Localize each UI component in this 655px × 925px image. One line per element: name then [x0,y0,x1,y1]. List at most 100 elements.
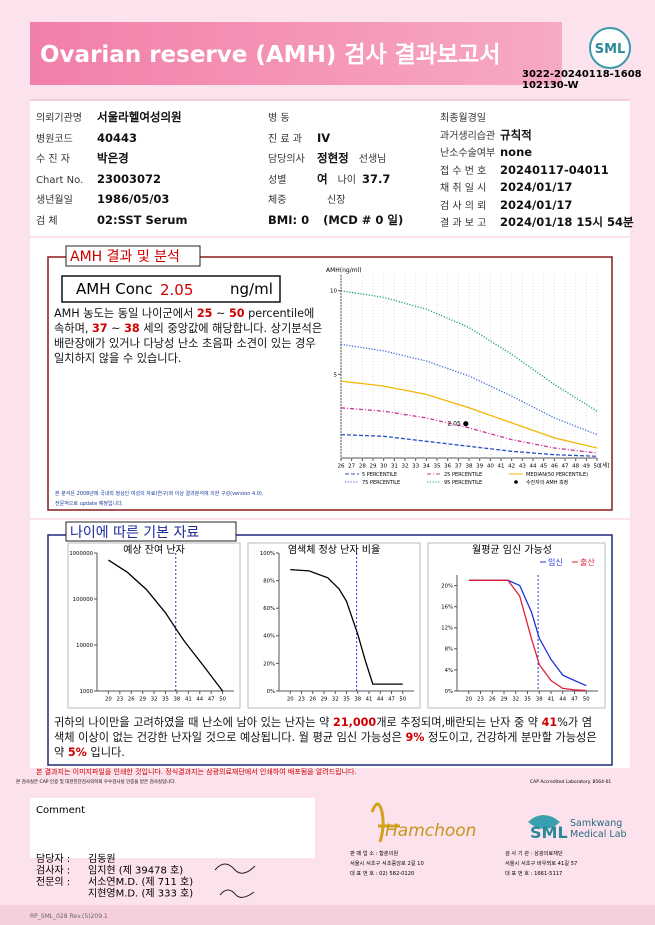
x-tick-label: 29 [321,696,328,702]
info-label: 생년월일 [36,195,73,206]
chart-frame [427,542,606,709]
info-row: 과거생리습관 규칙적 [440,124,532,143]
x-tick-label: 41 [366,696,373,702]
emphasis: 9% [405,731,425,744]
info-label: Chart No. [36,174,84,186]
chart-frame [247,542,421,709]
sml-name: Medical Lab [570,829,627,840]
legend-label: 출산 [580,557,595,567]
x-tick-label: 26 [309,696,316,702]
x-tick-label: 36 [444,464,451,470]
emphasis: 41 [541,716,558,729]
signature-role: 검사자 : [36,865,70,877]
emphasis: 38 [124,322,140,335]
result-label: AMH Conc [76,280,153,298]
emphasis: 5% [67,746,87,759]
x-tick-label: 49 [583,464,590,470]
info-row: Chart No. 23003072 [36,168,161,187]
x-tick-label: 44 [377,696,384,702]
x-tick-label: 41 [185,696,192,702]
y-tick-label: 5 [334,372,338,378]
info-value: 2024/01/17 [500,197,573,212]
x-tick-label: 26 [489,696,496,702]
text: AMH 농도는 동일 나이군에서 [54,307,197,320]
x-tick-label: 47 [562,464,569,470]
amh-title-box [65,245,201,267]
x-tick-label: 35 [162,696,169,702]
info-value: none [500,145,533,159]
comment-box [30,798,315,858]
info-value: 1986/05/03 [97,192,170,206]
info-row: 담당의사 정현정 선생님 [268,147,392,166]
info-label: 선생님 [358,154,387,165]
text: 귀하의 나이만을 고려하였을 때 난소에 남아 있는 난자는 약 [54,716,334,729]
footer-band [0,905,655,925]
emphasis: 25 [196,307,213,320]
result-unit: ng/ml [230,280,273,298]
x-axis-label: [세] [600,461,609,469]
info-value: 정현정 [317,151,349,165]
info-label: 결 과 보 고 [440,218,487,229]
series-line [340,433,598,457]
x-tick-label: 26 [128,696,135,702]
sml-logo: SML [530,823,568,842]
info-value: 여 [317,171,328,186]
info-row: 병 동 [268,106,317,125]
y-tick-label: 40% [263,634,275,640]
x-tick-label: 50 [583,696,590,702]
address: 대 표 번 호 : 1661-5117 [505,869,562,877]
x-tick-label: 48 [572,464,579,470]
info-value: 박은경 [97,151,129,165]
legend-label: 5 PERCENTILE [362,472,397,478]
series-line [340,343,598,436]
x-tick-label: 37 [455,464,462,470]
chart-title: 예상 잔여 난자 [123,544,185,556]
x-tick-label: 23 [477,696,484,702]
paragraph: 귀하의 나이만을 고려하였을 때 난소에 남아 있는 난자는 약 21,000개… [54,715,602,760]
chart-title: 월평균 임신 가능성 [472,543,552,556]
hamchoon-mark [370,802,400,843]
y-tick-label: 1000 [80,689,94,695]
series-line [108,559,224,692]
info-label: 담당의사 [268,154,305,165]
series-line [290,568,403,685]
series-line [468,579,587,692]
x-tick-label: 20 [287,696,294,702]
paragraph: AMH 농도는 동일 나이군에서 25 ~ 50 percentile에 속하며… [54,306,324,366]
x-tick-label: 45 [540,464,547,470]
address: 검 사 기 관 : 삼광의료재단 [505,849,563,857]
x-tick-label: 47 [208,696,215,702]
x-tick-label: 44 [530,464,537,470]
x-tick-label: 50 [399,696,406,702]
info-value: 40443 [97,130,138,145]
address: 서울시 서초구 바우뫼로 41길 57 [505,859,577,867]
signature-name: 지현영M.D. (제 333 호) [88,888,193,900]
chart-title: 염색체 정상 난자 비율 [288,544,380,556]
notice: 본 검사실은 CAP 인증 및 대한진단검사의학회 우수검사실 인증을 받은 검… [16,778,176,785]
info-value: 2024/01/18 15시 54분 [500,215,634,229]
info-label: 의뢰기관명 [36,113,82,124]
x-tick-label: 39 [476,464,483,470]
y-tick-label: 1000000 [69,551,93,557]
text: 세의 중앙값에 해당합니다. 상기분석은 배란장애가 있거나 다낭성 난소 초음… [54,322,323,365]
info-row: 결 과 보 고 2024/01/18 15시 54분 [440,211,634,230]
y-tick-label: 20% [263,661,275,667]
report-id: 3022-20240118-1608 [522,69,642,80]
y-tick-label: 80% [263,578,275,584]
info-label: 난소수술여부 [440,148,496,159]
x-tick-label: 35 [524,696,531,702]
info-panel [30,100,630,236]
section-title: 나이에 따른 기본 자료 [70,525,199,541]
address: 대 표 번 호 : 02) 582-0120 [350,869,414,877]
info-label: 검 사 의 뢰 [440,200,487,212]
y-tick-label: 16% [441,604,453,610]
legend-label: 95 PERCENTILE [444,480,482,486]
info-row: 채 취 일 시 2024/01/17 [440,176,572,195]
y-tick-label: 100000 [73,597,94,603]
amh-frame [47,256,613,511]
legend-label: 수진자의 AMH 측정 [526,479,568,486]
info-value: 2024/01/17 [500,180,573,194]
x-tick-label: 47 [571,696,578,702]
info-row: 난소수술여부 none [440,141,532,160]
